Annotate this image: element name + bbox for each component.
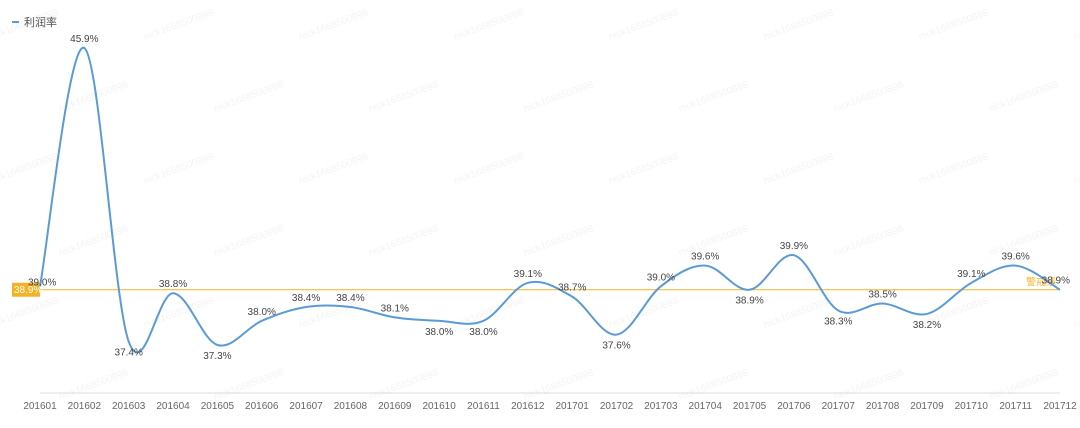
legend-swatch (12, 21, 19, 23)
watermark-text-36: nick1668500898 (607, 295, 680, 331)
watermark-text-12: nick1668500898 (677, 79, 750, 115)
reference-line-group: 38.9% 警戒线 (12, 276, 1060, 297)
watermark-text-32: nick1668500898 (0, 295, 60, 331)
reference-line-label: 38.9% (14, 285, 42, 296)
watermark-text-2: nick1668500898 (297, 7, 370, 43)
watermark-text-16: nick1668500898 (0, 151, 60, 187)
watermark-text-35: nick1668500898 (452, 295, 525, 331)
watermark-text-23: nick1668500898 (1072, 151, 1080, 187)
x-tick-201604: 201604 (156, 401, 190, 412)
watermark-text-4: nick1668500898 (607, 7, 680, 43)
watermark-text-19: nick1668500898 (452, 151, 525, 187)
data-label-201606: 38.0% (248, 307, 276, 318)
data-label-201706: 39.9% (780, 241, 808, 252)
watermark-text-24: nick1668500898 (57, 223, 130, 259)
data-label-201712: 38.9% (1042, 276, 1070, 287)
watermark-text-40: nick1668500898 (57, 367, 130, 403)
watermark-text-18: nick1668500898 (297, 151, 370, 187)
x-axis-tick-labels: 201601 201602 201603 201604 201605 201606 2016… (23, 401, 1077, 412)
watermark-text-17: nick1668500898 (142, 151, 215, 187)
x-tick-201602: 201602 (68, 401, 102, 412)
data-label-201611: 38.0% (469, 327, 497, 338)
watermark-text-9: nick1668500898 (212, 79, 285, 115)
data-label-201601: 39.0% (28, 277, 56, 288)
data-labels: 39.0% 45.9% 37.4% 38.8% 37.3% 38.0% 38.4% 38.4%… (28, 34, 1070, 362)
watermark-text-39: nick1668500898 (1072, 295, 1080, 331)
watermark-text-41: nick1668500898 (212, 367, 285, 403)
series-line (39, 46, 1061, 354)
x-tick-201608: 201608 (334, 401, 368, 412)
x-tick-201601: 201601 (23, 401, 57, 412)
data-label-201711: 39.6% (1001, 252, 1029, 263)
data-label-201708: 38.5% (868, 290, 896, 301)
watermark-text-11: nick1668500898 (522, 79, 595, 115)
watermark-text-3: nick1668500898 (452, 7, 525, 43)
watermark-layer: nick1668500898 nick1668500898 nick16685008… (0, 7, 1080, 403)
data-label-201709: 38.2% (913, 320, 941, 331)
watermark-text-46: nick1668500898 (987, 367, 1060, 403)
x-tick-201703: 201703 (644, 401, 678, 412)
x-tick-201704: 201704 (689, 401, 723, 412)
watermark-text-26: nick1668500898 (367, 223, 440, 259)
watermark-text-42: nick1668500898 (367, 367, 440, 403)
data-label-201605: 37.3% (203, 351, 231, 362)
x-tick-201606: 201606 (245, 401, 279, 412)
data-label-201612: 39.1% (514, 269, 542, 280)
x-tick-201603: 201603 (112, 401, 146, 412)
watermark-text-20: nick1668500898 (607, 151, 680, 187)
data-label-201602: 45.9% (70, 34, 98, 45)
watermark-text-6: nick1668500898 (917, 7, 990, 43)
data-label-201604: 38.8% (159, 279, 187, 290)
x-tick-201705: 201705 (733, 401, 767, 412)
reference-line-end-label: 警戒线 (1026, 276, 1056, 289)
data-label-201603: 37.4% (115, 348, 143, 359)
watermark-text-10: nick1668500898 (367, 79, 440, 115)
reference-line-label-box (12, 282, 40, 297)
data-label-201705: 38.9% (735, 296, 763, 307)
x-tick-201612: 201612 (511, 401, 545, 412)
x-tick-201710: 201710 (955, 401, 989, 412)
legend: 利润率 (12, 15, 57, 29)
x-tick-201605: 201605 (201, 401, 235, 412)
x-tick-201708: 201708 (866, 401, 900, 412)
data-label-201608: 38.4% (336, 293, 364, 304)
x-tick-201610: 201610 (422, 401, 456, 412)
x-tick-201709: 201709 (910, 401, 944, 412)
watermark-text-5: nick1668500898 (762, 7, 835, 43)
watermark-text-44: nick1668500898 (677, 367, 750, 403)
data-label-201610: 38.0% (425, 327, 453, 338)
data-label-201704: 39.6% (691, 252, 719, 263)
x-tick-201607: 201607 (289, 401, 323, 412)
x-tick-201712: 201712 (1043, 401, 1077, 412)
x-tick-201609: 201609 (378, 401, 412, 412)
watermark-text-25: nick1668500898 (212, 223, 285, 259)
watermark-text-1: nick1668500898 (142, 7, 215, 43)
x-tick-201711: 201711 (999, 401, 1032, 412)
watermark-text-45: nick1668500898 (832, 367, 905, 403)
watermark-text-7: nick1668500898 (1072, 7, 1080, 43)
data-label-201707: 38.3% (824, 316, 852, 327)
watermark-text-29: nick1668500898 (832, 223, 905, 259)
data-label-201710: 39.1% (957, 269, 985, 280)
x-tick-201702: 201702 (600, 401, 634, 412)
data-label-201702: 37.6% (602, 341, 630, 352)
watermark-text-14: nick1668500898 (987, 79, 1060, 115)
legend-label: 利润率 (24, 15, 57, 29)
x-tick-201611: 201611 (467, 401, 500, 412)
x-tick-201701: 201701 (555, 401, 589, 412)
x-tick-201707: 201707 (822, 401, 856, 412)
watermark-text-43: nick1668500898 (522, 367, 595, 403)
data-label-201607: 38.4% (292, 293, 320, 304)
x-tick-201706: 201706 (777, 401, 811, 412)
watermark-text-21: nick1668500898 (762, 151, 835, 187)
watermark-text-13: nick1668500898 (832, 79, 905, 115)
data-label-201701: 38.7% (558, 283, 586, 294)
watermark-text-27: nick1668500898 (522, 223, 595, 259)
data-label-201609: 38.1% (381, 303, 409, 314)
data-label-201703: 39.0% (647, 272, 675, 283)
watermark-text-22: nick1668500898 (917, 151, 990, 187)
